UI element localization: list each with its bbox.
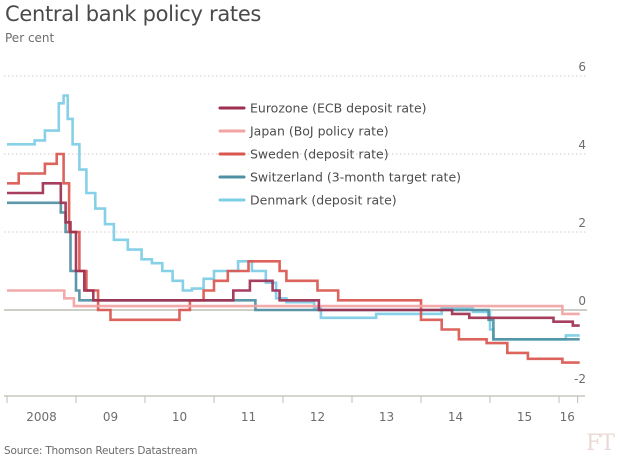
x-tick-label: 10 <box>172 410 187 424</box>
legend-item: Sweden (deposit rate) <box>218 147 389 162</box>
x-tick-label: 12 <box>310 410 325 424</box>
legend-item: Switzerland (3-month target rate) <box>218 170 461 185</box>
source-note: Source: Thomson Reuters Datastream <box>4 445 198 457</box>
series-line-eurozone <box>7 182 580 327</box>
series-line-sweden <box>7 152 580 364</box>
y-tick-label: 0 <box>578 294 586 308</box>
legend-label: Denmark (deposit rate) <box>250 193 397 208</box>
legend-label: Switzerland (3-month target rate) <box>250 170 461 185</box>
series-line-japan <box>7 289 580 316</box>
chart-title: Central bank policy rates <box>5 2 262 26</box>
legend-item: Japan (BoJ policy rate) <box>218 124 389 139</box>
legend-label: Eurozone (ECB deposit rate) <box>250 101 427 116</box>
x-tick-label: 11 <box>241 410 256 424</box>
y-tick-label: 4 <box>578 138 586 152</box>
x-axis: 2008 09 10 11 12 13 14 15 16 <box>4 395 585 424</box>
chart-subtitle: Per cent <box>5 31 55 45</box>
series-line-denmark <box>7 94 580 341</box>
x-tick-label: 2008 <box>26 410 57 424</box>
ft-logo: FT <box>586 431 615 456</box>
x-tick-label: 15 <box>517 410 532 424</box>
legend-label: Japan (BoJ policy rate) <box>249 124 389 139</box>
series-layer <box>7 94 580 364</box>
x-tick-label: 16 <box>560 410 575 424</box>
x-tick-label: 09 <box>103 410 118 424</box>
y-tick-label: 2 <box>578 216 586 230</box>
legend-item: Eurozone (ECB deposit rate) <box>218 101 427 116</box>
x-tick-label: 13 <box>379 410 394 424</box>
legend-label: Sweden (deposit rate) <box>250 147 389 162</box>
y-tick-label: -2 <box>574 372 586 386</box>
legend-item: Denmark (deposit rate) <box>218 193 397 208</box>
y-tick-label: 6 <box>578 60 586 74</box>
x-tick-label: 14 <box>448 410 463 424</box>
legend: Eurozone (ECB deposit rate) Japan (BoJ po… <box>218 101 461 208</box>
